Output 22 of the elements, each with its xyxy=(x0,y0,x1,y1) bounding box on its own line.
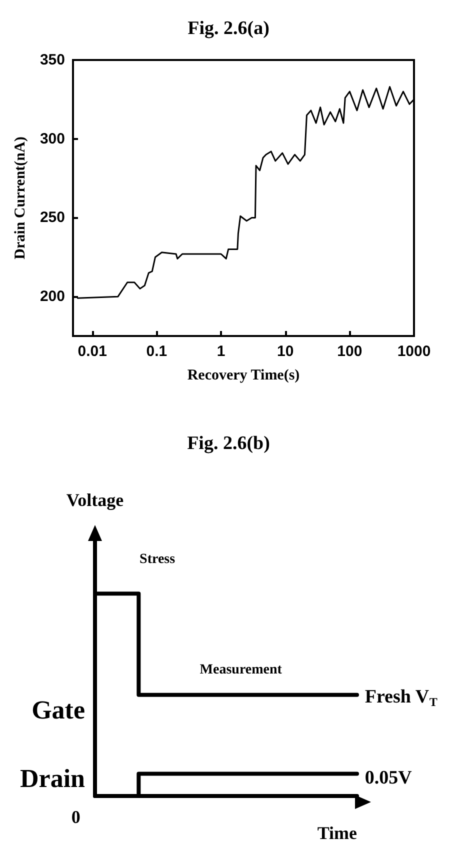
series-label: Drain xyxy=(20,764,86,793)
x-axis-title: Recovery Time(s) xyxy=(187,368,300,384)
x-tick-label: 0.01 xyxy=(78,343,107,360)
text: 0.05V xyxy=(364,768,412,789)
text: 0 xyxy=(71,806,80,827)
y-tick-label: 250 xyxy=(40,209,65,226)
x-tick-label: 0.1 xyxy=(146,343,168,360)
y-tick-label: 200 xyxy=(40,288,65,306)
y-tick-label: 300 xyxy=(40,130,65,148)
x-tick-label: 100 xyxy=(337,343,362,360)
x-tick-label: 1 xyxy=(216,343,226,360)
y-tick-label: 350 xyxy=(40,52,65,68)
x-tick-label: 1000 xyxy=(397,343,431,360)
x-tick-label: 10 xyxy=(277,343,294,360)
x-axis-title: Time xyxy=(317,823,358,842)
annotation: Measurement xyxy=(200,662,282,678)
text: Stress xyxy=(140,552,176,567)
y-axis-title: Voltage xyxy=(66,490,124,510)
y-axis-title: Drain Current(nA) xyxy=(12,136,28,260)
chart-title: Fig. 2.6(b) xyxy=(187,433,270,454)
chart-title: Fig. 2.6(a) xyxy=(188,18,270,39)
text: Gate xyxy=(32,696,85,725)
